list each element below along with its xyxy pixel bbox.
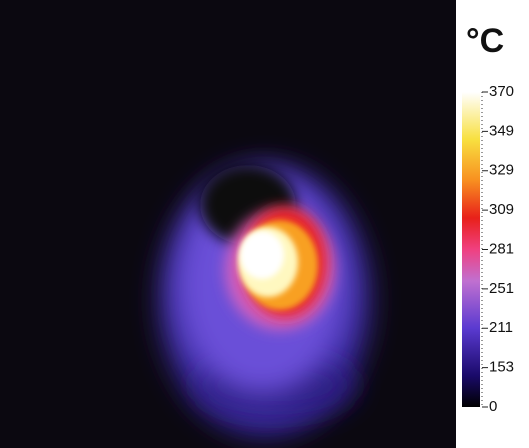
scale-label: 349 (489, 122, 514, 139)
scale-label: 153 (489, 359, 514, 376)
heat-blob (160, 165, 370, 435)
scale-label: 211 (489, 319, 513, 336)
scale-label: 251 (489, 280, 514, 297)
unit-label: °C (466, 22, 504, 60)
scale-label: 0 (489, 398, 497, 415)
scale-label: 329 (489, 162, 514, 179)
thermal-image: °C 370 349 329 309 281 251 211 153 0 (0, 0, 529, 448)
color-scale (462, 92, 480, 407)
scale-label: 309 (489, 201, 514, 218)
thermal-view: °C 370 349 329 309 281 251 211 153 0 (0, 0, 529, 448)
scale-label: 281 (489, 240, 514, 257)
scale-label: 370 (489, 83, 514, 100)
